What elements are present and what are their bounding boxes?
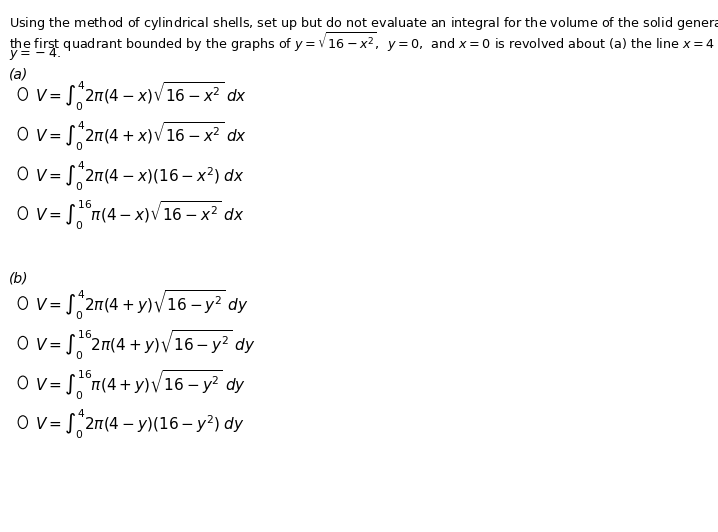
Text: $V = \int_0^{4} 2\pi(4 - x)(16 - x^2)\; \mathit{d}x$: $V = \int_0^{4} 2\pi(4 - x)(16 - x^2)\; … [34, 159, 244, 193]
Text: Using the method of cylindrical shells, set up but do not evaluate an integral f: Using the method of cylindrical shells, … [9, 14, 718, 31]
Text: the first quadrant bounded by the graphs of $y = \sqrt{16 - x^2}$,  $y = 0$,  an: the first quadrant bounded by the graphs… [9, 30, 718, 54]
Text: $V = \int_0^{16} 2\pi(4 + y)\sqrt{16 - y^2}\; \mathit{d}y$: $V = \int_0^{16} 2\pi(4 + y)\sqrt{16 - y… [34, 329, 255, 362]
Text: $y = -4$.: $y = -4$. [9, 46, 61, 62]
Text: (a): (a) [9, 68, 29, 81]
Text: $V = \int_0^{16} \pi(4 - x)\sqrt{16 - x^2}\; \mathit{d}x$: $V = \int_0^{16} \pi(4 - x)\sqrt{16 - x^… [34, 199, 243, 232]
Text: $V = \int_0^{16} \pi(4 + y)\sqrt{16 - y^2}\; \mathit{d}y$: $V = \int_0^{16} \pi(4 + y)\sqrt{16 - y^… [34, 368, 246, 402]
Text: $V = \int_0^{4} 2\pi(4 + x)\sqrt{16 - x^2}\; \mathit{d}x$: $V = \int_0^{4} 2\pi(4 + x)\sqrt{16 - x^… [34, 120, 247, 153]
Text: (b): (b) [9, 271, 29, 285]
Text: $V = \int_0^{4} 2\pi(4 + y)\sqrt{16 - y^2}\; \mathit{d}y$: $V = \int_0^{4} 2\pi(4 + y)\sqrt{16 - y^… [34, 289, 248, 322]
Text: $V = \int_0^{4} 2\pi(4 - y)(16 - y^2)\; \mathit{d}y$: $V = \int_0^{4} 2\pi(4 - y)(16 - y^2)\; … [34, 408, 244, 442]
Text: $V = \int_0^{4} 2\pi(4 - x)\sqrt{16 - x^2}\; \mathit{d}x$: $V = \int_0^{4} 2\pi(4 - x)\sqrt{16 - x^… [34, 80, 247, 113]
